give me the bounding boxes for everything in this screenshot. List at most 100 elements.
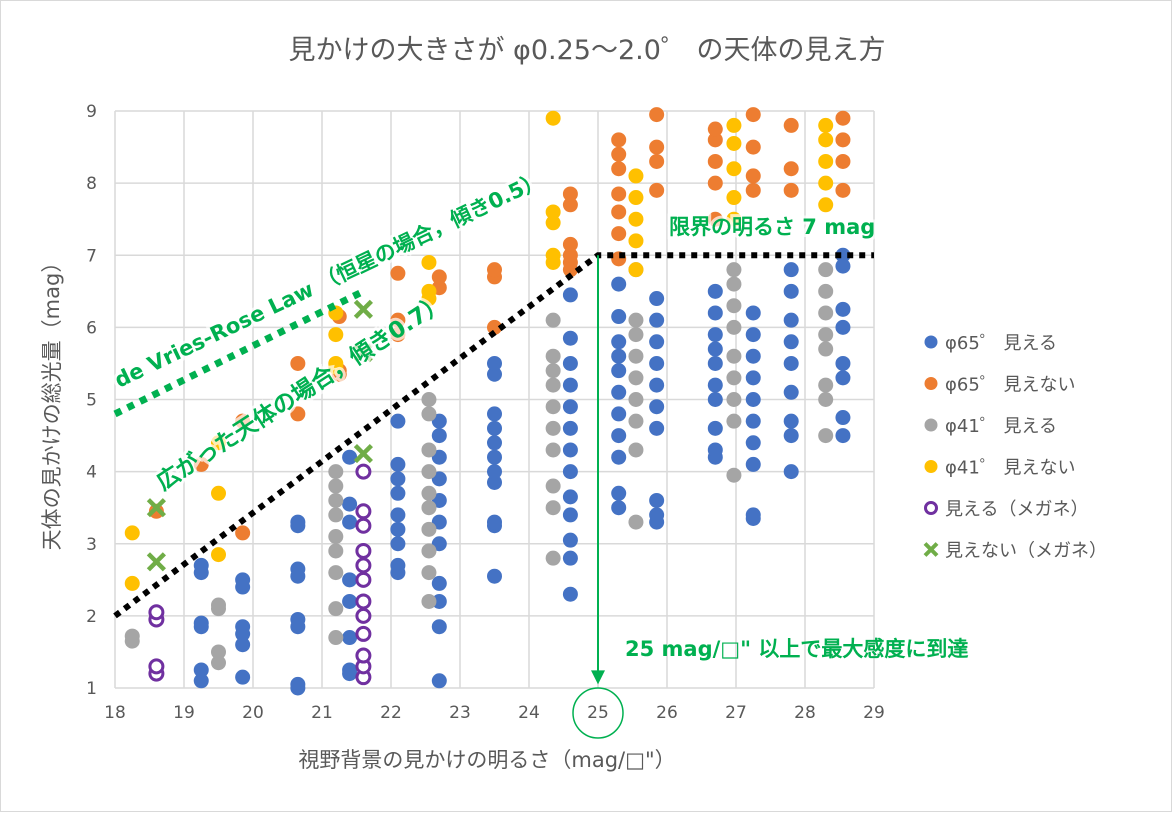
data-point (353, 444, 373, 464)
data-point (328, 529, 344, 545)
data-point (611, 204, 627, 220)
legend-label: 見える（メガネ） (945, 499, 1088, 520)
data-point (726, 298, 742, 314)
data-point (562, 532, 578, 548)
x-tick-label: 25 (587, 703, 609, 723)
x-tick-label: 27 (725, 703, 747, 723)
data-point (726, 370, 742, 386)
data-point (342, 449, 358, 465)
x-tick-label: 26 (656, 703, 678, 723)
data-point (545, 363, 561, 379)
data-point (611, 334, 627, 350)
data-point (487, 406, 502, 422)
legend-marker (924, 418, 938, 432)
data-point (421, 500, 437, 516)
data-point (487, 449, 502, 465)
data-point (211, 597, 226, 613)
limit-brightness-label: 限界の明るさ 7 mag (669, 215, 875, 239)
data-point (611, 276, 627, 292)
data-point (745, 182, 761, 198)
data-point (726, 211, 742, 227)
data-point (649, 377, 665, 393)
data-point (562, 550, 578, 566)
data-point (649, 399, 665, 415)
data-point (545, 399, 561, 415)
data-point (487, 319, 502, 335)
data-point (835, 370, 851, 386)
data-point (783, 283, 799, 299)
data-point (328, 327, 344, 343)
data-point (707, 153, 723, 169)
data-point (355, 557, 372, 574)
data-point (745, 435, 761, 451)
data-point (421, 406, 437, 422)
data-point (487, 435, 502, 451)
data-point (431, 269, 447, 285)
data-point (562, 377, 578, 393)
data-point (193, 557, 209, 573)
data-point (649, 507, 665, 523)
data-point (783, 413, 799, 429)
data-point (290, 561, 306, 577)
data-point (355, 593, 372, 610)
data-point (745, 107, 761, 123)
data-point (342, 514, 358, 530)
data-point (611, 226, 627, 242)
y-tick-label: 4 (86, 463, 97, 483)
data-point (545, 420, 561, 436)
data-point (342, 630, 358, 646)
data-point (745, 456, 761, 472)
data-point (649, 107, 665, 123)
y-axis-label: 天体の見かけの総光量（mag） (40, 252, 64, 551)
annotations-overlay: de Vries-Rose Law （恒星の場合，傾き0.5）広がった天体の場合… (108, 165, 968, 685)
highlight-circle (572, 687, 624, 739)
data-point (835, 410, 851, 426)
x-tick-label: 24 (518, 703, 540, 723)
y-tick-label: 8 (86, 174, 97, 194)
x-tick-label: 20 (242, 703, 264, 723)
data-point (707, 392, 723, 407)
data-point (487, 420, 502, 436)
y-tick-label: 9 (86, 102, 97, 122)
data-point (421, 283, 437, 299)
y-tick-label: 5 (86, 391, 97, 411)
data-point (545, 377, 561, 393)
data-point (487, 568, 502, 584)
data-point (545, 312, 561, 328)
data-point (726, 319, 742, 335)
data-point (707, 283, 723, 299)
data-point (818, 327, 834, 343)
data-point (342, 662, 358, 678)
data-point (628, 514, 644, 530)
data-point (707, 420, 723, 436)
data-point (355, 607, 372, 624)
data-point (545, 204, 561, 220)
data-point (707, 377, 723, 393)
data-point (355, 647, 372, 664)
data-point (835, 182, 851, 198)
data-point (235, 413, 251, 429)
data-point (390, 507, 406, 523)
data-point (390, 521, 406, 537)
data-point (726, 262, 742, 278)
data-point (148, 604, 165, 621)
data-point (745, 327, 761, 343)
data-point (628, 211, 644, 227)
data-point (628, 413, 644, 429)
data-point (328, 630, 344, 646)
data-point (390, 327, 406, 343)
data-point (562, 355, 578, 371)
data-point (235, 525, 251, 541)
data-point (818, 132, 834, 148)
legend-label: φ41゜ 見える (945, 416, 1057, 437)
data-point (707, 121, 723, 137)
data-point (290, 514, 306, 530)
data-point (562, 442, 578, 458)
data-point (628, 190, 644, 206)
data-point (611, 161, 627, 177)
data-point (562, 464, 578, 480)
data-point (835, 132, 851, 148)
data-point (124, 575, 140, 591)
data-point (421, 392, 437, 407)
data-point (835, 428, 851, 444)
